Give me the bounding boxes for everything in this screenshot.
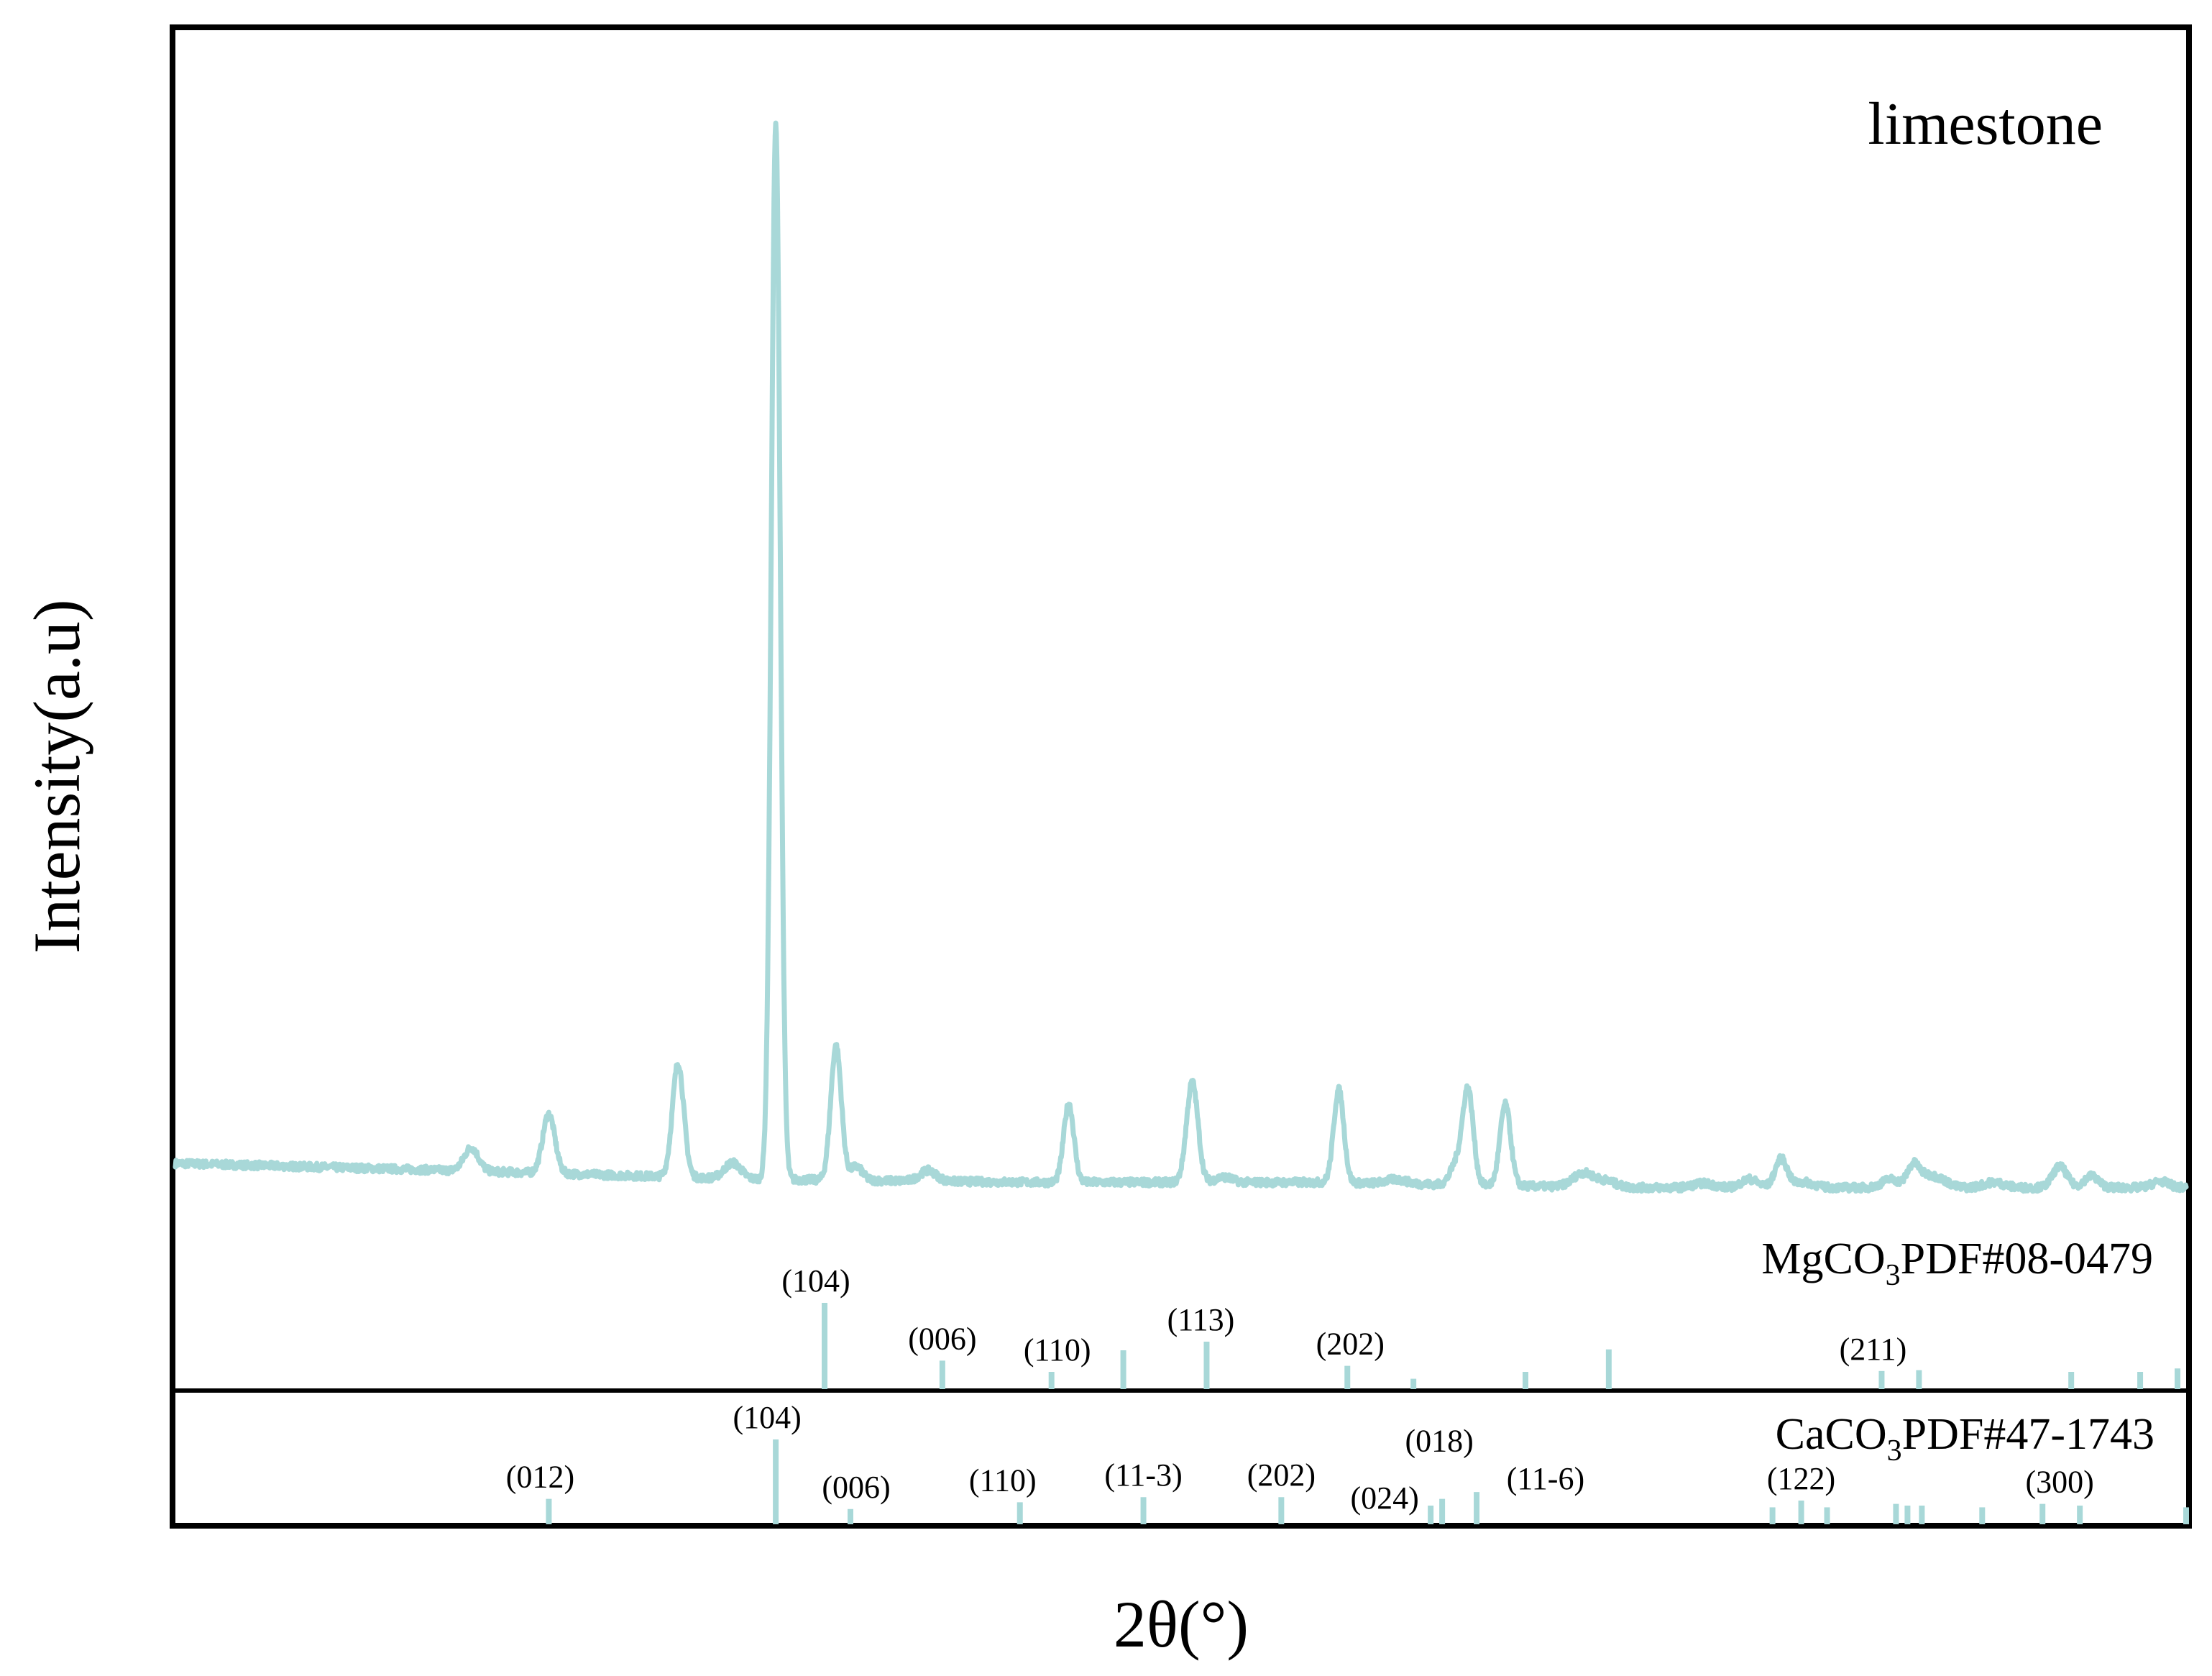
miller-index-label-mgco3-9: (211): [1840, 1332, 1907, 1367]
plot-frame: [170, 24, 2192, 1529]
reference-title-caco3: CaCO3PDF#47-1743: [1776, 1410, 2154, 1467]
miller-index-label-mgco3-1: (006): [908, 1321, 976, 1356]
reference-title-caco3-rest: PDF#47-1743: [1902, 1410, 2154, 1459]
y-axis-label: Intensity(a.u): [20, 599, 93, 953]
reference-title-mgco3: MgCO3PDF#08-0479: [1761, 1235, 2153, 1292]
miller-index-label-caco3-1: (104): [733, 1400, 801, 1435]
miller-index-label-mgco3-2: (110): [1024, 1332, 1091, 1368]
miller-index-label-caco3-2: (006): [822, 1470, 890, 1505]
reference-title-mgco3-rest: PDF#08-0479: [1901, 1235, 2153, 1283]
miller-index-label-mgco3-5: (202): [1316, 1327, 1385, 1362]
miller-index-label-mgco3-4: (113): [1167, 1302, 1235, 1337]
reference-title-caco3-subscript: 3: [1887, 1434, 1902, 1467]
miller-index-label-caco3-0: (012): [506, 1460, 574, 1495]
miller-index-label-caco3-4: (11-3): [1104, 1457, 1182, 1493]
miller-index-label-caco3-8: (11-6): [1507, 1461, 1584, 1496]
series-line-limestone: [173, 120, 2189, 1194]
miller-index-label-caco3-3: (110): [969, 1462, 1037, 1498]
miller-index-label-caco3-6: (024): [1351, 1480, 1419, 1516]
series-label-limestone: limestone: [1868, 91, 2103, 157]
miller-index-label-mgco3-0: (104): [781, 1263, 850, 1299]
reference-title-mgco3-subscript: 3: [1886, 1259, 1901, 1292]
miller-index-label-caco3-10: (122): [1767, 1461, 1835, 1496]
miller-index-label-caco3-16: (300): [2026, 1465, 2094, 1500]
reference-title-mgco3-main: MgCO: [1761, 1235, 1885, 1283]
miller-index-label-caco3-5: (202): [1247, 1457, 1316, 1493]
plot-frame-group: [170, 24, 2192, 1529]
x-axis-label: 2θ(°): [1114, 1588, 1249, 1661]
reference-title-caco3-main: CaCO: [1776, 1410, 1887, 1459]
reference-panel-caco3: (012) (104) (006) (110) (11-3) (202) (024) (018…: [506, 1400, 2189, 1524]
miller-index-label-caco3-7: (018): [1405, 1424, 1473, 1459]
reference-panel-mgco3: (104) (006) (110) (113) (202) (211): [781, 1263, 2181, 1389]
